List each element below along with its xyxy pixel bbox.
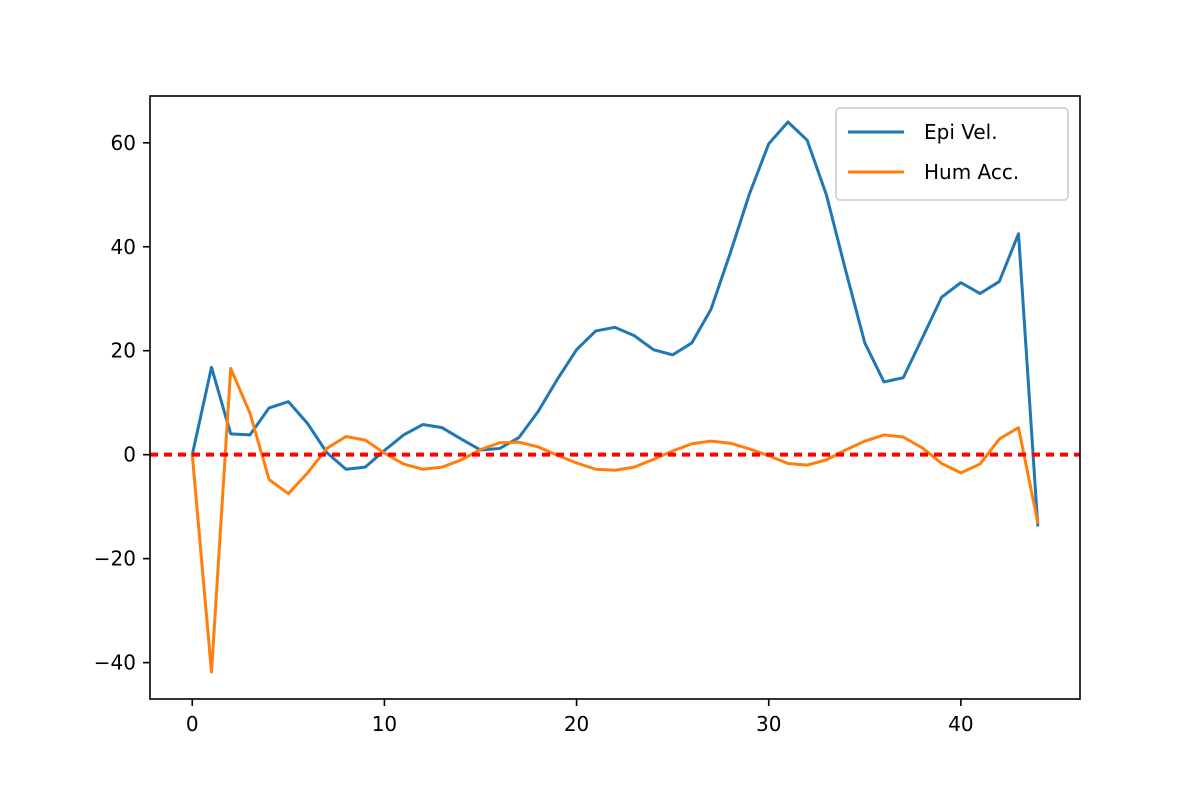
series-layer [190,120,1040,674]
y-tick-label: −20 [94,547,136,571]
x-tick-label: 20 [564,712,589,736]
legend-label: Epi Vel. [924,120,998,144]
axes-layer: 0 10 20 30 40 −40 −20 0 20 40 60 [94,95,1081,736]
series-line-hum-acc [190,366,1040,674]
legend: Epi Vel. Hum Acc. [835,107,1069,201]
axes-frame [149,95,1081,700]
series-line-epi-vel [190,120,1040,527]
x-tick-label: 0 [186,712,199,736]
y-tick-label: −40 [94,651,136,675]
y-tick-label: 0 [123,443,136,467]
x-tick-label: 10 [372,712,397,736]
x-tick-label: 30 [756,712,781,736]
y-tick-label: 40 [111,235,136,259]
y-tick-label: 20 [111,339,136,363]
legend-label: Hum Acc. [924,160,1019,184]
y-tick-label: 60 [111,131,136,155]
x-tick-label: 40 [948,712,973,736]
